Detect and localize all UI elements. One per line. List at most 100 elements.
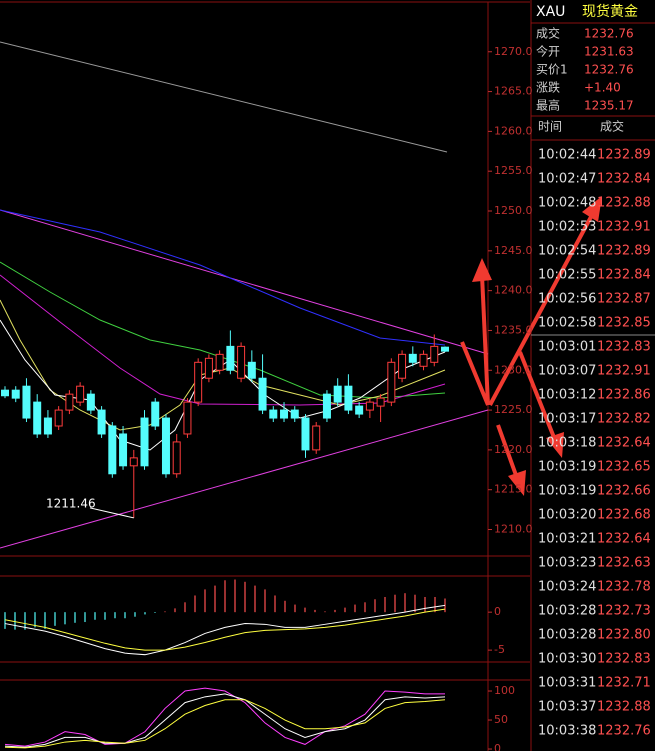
candle-body: [108, 425, 117, 475]
tick-time: 10:03:24: [538, 580, 596, 595]
tick-price: 1232.85: [597, 316, 651, 331]
tick-time: 10:02:56: [538, 292, 596, 307]
candle-body: [183, 401, 192, 435]
column-header: 时间: [538, 120, 562, 134]
tick-price: 1232.86: [597, 388, 651, 403]
arrow: [480, 274, 490, 406]
arrow: [488, 214, 594, 406]
arrow-head: [508, 470, 526, 496]
candle-body: [258, 377, 267, 411]
y-tick-label: 100: [494, 684, 515, 697]
tick-price: 1232.89: [597, 148, 651, 163]
tick-time: 10:03:37: [538, 700, 596, 715]
tick-time: 10:03:19: [538, 484, 596, 499]
y-tick-label: 50: [494, 713, 508, 726]
quote-value: 1235.17: [584, 99, 634, 113]
candle-body: [355, 405, 364, 415]
candle-body: [54, 409, 63, 427]
y-tick-label: 1270.0: [494, 45, 533, 58]
arrow: [460, 341, 490, 406]
arrow: [496, 424, 519, 479]
tick-time: 10:03:07: [538, 364, 596, 379]
quote-label: 买价1: [536, 63, 568, 77]
tick-price: 1232.84: [597, 172, 651, 187]
tick-price: 1232.82: [597, 412, 651, 427]
tick-time: 10:02:53: [538, 220, 596, 235]
tick-time: 10:03:31: [538, 676, 596, 691]
indicator-line: [4, 699, 446, 749]
tick-time: 10:03:12: [538, 388, 596, 403]
tick-time: 10:03:17: [538, 412, 596, 427]
arrow-head: [546, 432, 564, 458]
candle-body: [312, 425, 321, 451]
tick-price: 1232.73: [597, 604, 651, 619]
arrow: [518, 351, 557, 441]
candle-body: [140, 417, 149, 467]
candle-body: [33, 401, 42, 435]
candle-body: [22, 385, 31, 419]
y-tick-label: 1230.0: [494, 363, 533, 376]
indicator-line: [4, 693, 446, 748]
tick-price: 1232.88: [597, 700, 651, 715]
tick-price: 1232.78: [597, 580, 651, 595]
candle-body: [1, 389, 9, 397]
y-tick-label: 0: [494, 742, 501, 751]
candle-body: [441, 346, 449, 352]
y-tick-label: 1245.0: [494, 244, 533, 257]
candle-body: [301, 417, 310, 451]
tick-time: 10:02:55: [538, 268, 596, 283]
candle-body: [237, 345, 246, 379]
tick-price: 1232.68: [597, 508, 651, 523]
candle-body: [204, 357, 213, 379]
candle-body: [97, 409, 106, 435]
tick-time: 10:03:38: [538, 724, 596, 739]
tick-time: 10:03:18: [538, 436, 596, 451]
candle-body: [280, 409, 289, 419]
indicator-line: [4, 604, 446, 656]
quote-label: 涨跌: [536, 80, 560, 95]
candle-body: [290, 409, 299, 419]
quote-value: +1.40: [584, 81, 621, 95]
indicator-line: [4, 608, 446, 651]
candle-body: [247, 361, 256, 379]
annotation-line: [89, 507, 134, 519]
candle-body: [194, 361, 203, 403]
tick-time: 10:03:19: [538, 460, 596, 475]
y-tick-label: 1255.0: [494, 164, 533, 177]
tick-time: 10:02:54: [538, 244, 596, 259]
trend-line: [0, 209, 489, 355]
candle-body: [408, 353, 417, 363]
tick-price: 1232.66: [597, 484, 651, 499]
candle-body: [161, 417, 170, 475]
candle-body: [43, 417, 52, 435]
candle-body: [215, 353, 224, 371]
y-tick-label: 0: [494, 605, 501, 618]
tick-time: 10:02:58: [538, 316, 596, 331]
candle-body: [322, 393, 331, 419]
candle-body: [76, 385, 85, 403]
quote-value: 1232.76: [584, 63, 634, 77]
arrow-head: [472, 258, 492, 282]
tick-price: 1232.63: [597, 556, 651, 571]
tick-price: 1232.64: [597, 436, 651, 451]
tick-price: 1232.83: [597, 652, 651, 667]
annotation: 1211.46: [46, 496, 96, 510]
arrow-head: [582, 196, 602, 222]
ma-line: [0, 261, 446, 399]
y-tick-label: 1265.0: [494, 85, 533, 98]
candle-body: [430, 345, 439, 363]
candle-body: [119, 433, 128, 467]
y-tick-label: 1250.0: [494, 204, 533, 217]
candle-body: [387, 361, 396, 403]
candle-body: [419, 353, 428, 367]
ma-line: [0, 209, 446, 346]
y-tick-label: -5: [494, 643, 505, 656]
quote-label: 成交: [536, 26, 560, 41]
tick-price: 1232.89: [597, 244, 651, 259]
y-tick-label: 1225.0: [494, 403, 533, 416]
candle-body: [172, 441, 181, 475]
tick-time: 10:03:28: [538, 604, 596, 619]
